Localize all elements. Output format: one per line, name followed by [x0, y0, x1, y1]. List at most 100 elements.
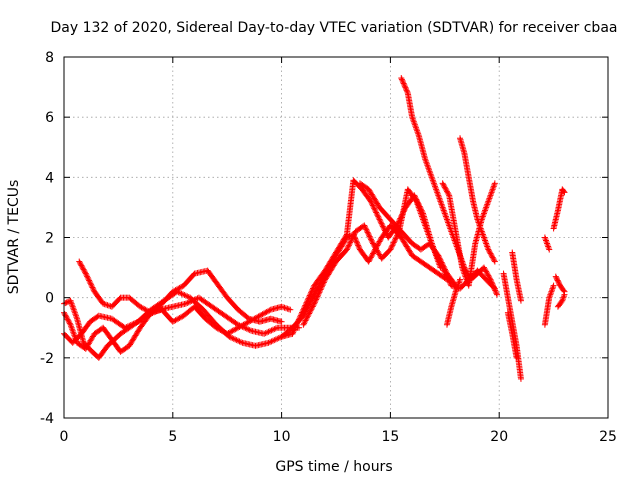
data-point-marker: [480, 264, 487, 271]
data-point-marker: [555, 280, 562, 287]
data-point-marker: [442, 185, 449, 192]
data-point-marker: [274, 335, 281, 342]
data-point-marker: [300, 306, 307, 313]
data-point-marker: [297, 313, 304, 320]
data-point-marker: [261, 330, 268, 337]
data-point-marker: [229, 335, 236, 342]
data-point-marker: [179, 291, 186, 298]
data-point-marker: [237, 339, 244, 346]
data-point-marker: [439, 180, 446, 187]
x-axis-label: GPS time / hours: [275, 459, 392, 475]
data-point-marker: [79, 265, 86, 272]
data-point-marker: [376, 216, 383, 223]
data-point-marker: [347, 239, 354, 246]
data-point-marker: [291, 326, 298, 333]
data-point-marker: [369, 202, 376, 209]
data-point-marker: [349, 234, 356, 241]
data-point-marker: [309, 286, 316, 293]
data-point-marker: [488, 279, 495, 286]
data-point-marker: [317, 286, 324, 293]
data-point-marker: [560, 287, 567, 294]
data-point-marker: [353, 238, 360, 245]
data-point-marker: [370, 203, 377, 210]
data-point-marker: [127, 322, 134, 329]
data-point-marker: [398, 75, 405, 82]
data-point-marker: [393, 234, 400, 241]
y-tick-label: -4: [40, 411, 54, 427]
data-point-marker: [314, 293, 321, 300]
data-point-marker: [307, 291, 314, 298]
x-tick-label: 10: [273, 429, 291, 445]
data-point-marker: [271, 326, 278, 333]
data-point-marker: [306, 310, 313, 317]
series-track-14: [509, 249, 524, 304]
data-point-marker: [66, 320, 73, 327]
data-point-marker: [362, 225, 369, 232]
y-tick-label: 0: [45, 291, 54, 307]
data-point-marker: [304, 296, 311, 303]
data-point-marker: [363, 226, 370, 233]
data-point-marker: [116, 295, 123, 302]
data-point-marker: [272, 336, 279, 343]
series-track-11: [439, 180, 498, 289]
data-point-marker: [88, 281, 95, 288]
data-point-marker: [379, 223, 386, 230]
data-point-marker: [513, 354, 520, 361]
data-point-marker: [310, 302, 317, 309]
data-point-marker: [441, 183, 448, 190]
data-point-marker: [296, 315, 303, 322]
data-point-marker: [295, 316, 302, 323]
data-point-marker: [368, 253, 375, 260]
data-point-marker: [347, 238, 354, 245]
data-point-marker: [315, 290, 322, 297]
data-point-marker: [101, 301, 108, 308]
data-point-marker: [441, 265, 448, 272]
data-point-marker: [244, 314, 251, 321]
data-point-marker: [486, 275, 493, 282]
data-point-marker: [375, 213, 382, 220]
y-tick-label: 4: [45, 170, 54, 186]
data-point-marker: [306, 293, 313, 300]
data-point-marker: [302, 301, 309, 308]
data-point-marker: [363, 228, 370, 235]
data-point-marker: [289, 330, 296, 337]
data-point-marker: [230, 335, 237, 342]
data-point-marker: [292, 325, 299, 332]
data-point-marker: [375, 241, 382, 248]
data-point-marker: [367, 234, 374, 241]
data-point-marker: [486, 273, 493, 280]
data-point-marker: [403, 87, 410, 94]
data-point-marker: [65, 317, 72, 324]
data-point-marker: [107, 303, 114, 310]
data-point-marker: [558, 298, 565, 305]
data-point-marker: [184, 293, 191, 300]
data-point-marker: [66, 319, 73, 326]
data-point-marker: [299, 309, 306, 316]
data-point-marker: [366, 233, 373, 240]
data-point-marker: [483, 269, 490, 276]
x-tick-label: 20: [490, 429, 508, 445]
data-point-marker: [315, 292, 322, 299]
series-track-1: [61, 294, 303, 361]
data-point-marker: [437, 258, 444, 265]
data-point-marker: [492, 288, 499, 295]
data-point-marker: [441, 184, 448, 191]
data-point-marker: [377, 217, 384, 224]
data-point-marker: [309, 294, 316, 301]
data-point-marker: [226, 333, 233, 340]
data-point-marker: [390, 239, 397, 246]
data-point-marker: [483, 268, 490, 275]
data-point-marker: [491, 286, 498, 293]
data-point-marker: [401, 83, 408, 90]
data-point-marker: [442, 267, 449, 274]
data-point-marker: [312, 297, 319, 304]
data-point-marker: [278, 318, 285, 325]
data-point-marker: [394, 232, 401, 239]
data-point-marker: [488, 277, 495, 284]
data-point-marker: [492, 287, 499, 294]
data-point-marker: [443, 188, 450, 195]
data-point-marker: [400, 79, 407, 86]
data-point-marker: [482, 267, 489, 274]
data-point-marker: [389, 242, 396, 249]
